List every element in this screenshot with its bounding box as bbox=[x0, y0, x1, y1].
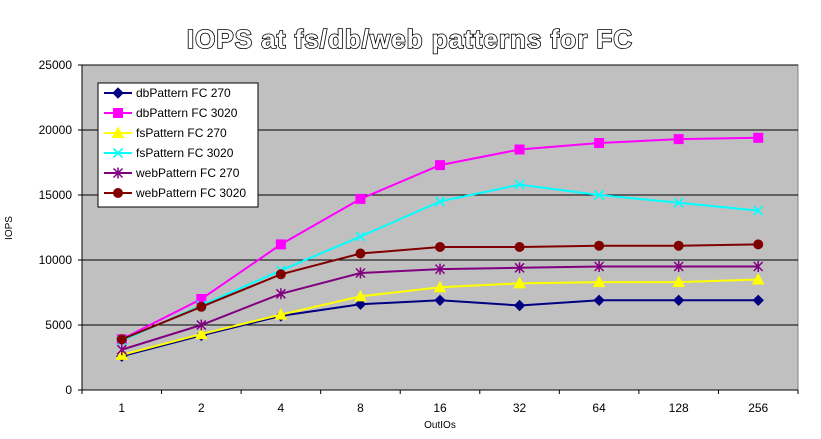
legend-marker bbox=[111, 126, 125, 138]
legend: dbPattern FC 270 dbPattern FC 3020 fsPatte… bbox=[97, 82, 259, 208]
legend-label: fsPattern FC 3020 bbox=[136, 146, 234, 160]
y-tick-label: 5000 bbox=[45, 318, 72, 332]
x-axis-label: OutIOs bbox=[424, 420, 456, 431]
x-axis-ticks: 1 2 4 8 16 32 64 128 256 bbox=[81, 65, 799, 415]
data-point bbox=[355, 231, 366, 242]
x-tick-label: 4 bbox=[278, 401, 285, 415]
y-axis-label: IOPS bbox=[4, 216, 15, 240]
x-tick-label: 2 bbox=[198, 401, 205, 415]
y-axis-ticks: 0 5000 10000 15000 20000 25000 bbox=[39, 58, 82, 397]
data-point bbox=[753, 205, 764, 216]
data-point bbox=[434, 294, 446, 307]
data-point bbox=[116, 334, 127, 345]
data-point bbox=[355, 267, 366, 279]
x-tick-label: 256 bbox=[748, 401, 768, 415]
legend-marker bbox=[112, 87, 124, 99]
data-point bbox=[194, 327, 208, 340]
data-point bbox=[116, 344, 127, 356]
legend-label: fsPattern FC 270 bbox=[136, 126, 227, 140]
legend-marker bbox=[112, 167, 124, 179]
data-point bbox=[355, 193, 366, 204]
x-tick-label: 1 bbox=[118, 401, 125, 415]
data-point bbox=[594, 189, 605, 201]
data-point bbox=[594, 240, 605, 251]
data-point bbox=[593, 294, 605, 307]
data-point bbox=[594, 138, 605, 148]
data-point bbox=[434, 263, 446, 275]
legend-label: webPattern FC 3020 bbox=[135, 186, 246, 200]
x-tick-label: 8 bbox=[357, 401, 364, 415]
data-point bbox=[354, 289, 367, 302]
data-point bbox=[196, 319, 207, 331]
legend-label: dbPattern FC 270 bbox=[136, 86, 231, 100]
legend-marker bbox=[113, 188, 123, 198]
data-point bbox=[753, 132, 764, 143]
data-point bbox=[672, 275, 686, 288]
data-point bbox=[594, 261, 605, 272]
legend-item: fsPattern FC 3020 bbox=[104, 146, 234, 160]
legend-item: webPattern FC 3020 bbox=[104, 186, 246, 200]
data-point bbox=[514, 179, 525, 190]
data-point bbox=[196, 301, 207, 312]
data-point bbox=[354, 298, 367, 310]
data-point bbox=[673, 261, 684, 272]
y-tick-label: 0 bbox=[65, 383, 72, 397]
data-point bbox=[673, 240, 684, 251]
series-2 bbox=[115, 272, 765, 360]
x-tick-label: 32 bbox=[513, 401, 527, 415]
legend-item: dbPattern FC 270 bbox=[104, 86, 231, 100]
legend-marker bbox=[113, 108, 123, 118]
data-point bbox=[433, 280, 447, 293]
data-point bbox=[275, 269, 286, 280]
legend-item: fsPattern FC 270 bbox=[104, 126, 227, 140]
data-point bbox=[513, 299, 526, 312]
chart-title: IOPS at fs/db/web patterns for FC bbox=[187, 24, 633, 54]
series-5 bbox=[116, 239, 764, 345]
data-point bbox=[592, 275, 606, 288]
x-tick-label: 128 bbox=[669, 401, 689, 415]
data-point bbox=[355, 248, 366, 259]
legend-label: dbPattern FC 3020 bbox=[136, 106, 238, 120]
data-point bbox=[275, 239, 286, 250]
y-tick-label: 10000 bbox=[39, 253, 73, 267]
x-tick-label: 64 bbox=[592, 401, 606, 415]
legend-label: webPattern FC 270 bbox=[135, 166, 240, 180]
data-point bbox=[513, 276, 526, 289]
data-point bbox=[751, 272, 765, 285]
data-point bbox=[753, 239, 764, 250]
legend-item: dbPattern FC 3020 bbox=[104, 106, 238, 120]
data-point bbox=[673, 134, 684, 145]
data-point bbox=[435, 242, 445, 252]
legend-item: webPattern FC 270 bbox=[104, 166, 240, 180]
data-point bbox=[514, 242, 525, 252]
data-point bbox=[434, 196, 446, 207]
data-point bbox=[275, 288, 286, 300]
data-point bbox=[274, 308, 288, 320]
data-point bbox=[514, 144, 525, 155]
data-point bbox=[514, 262, 525, 274]
data-point bbox=[435, 160, 445, 171]
series-group bbox=[115, 132, 765, 362]
y-tick-label: 20000 bbox=[39, 123, 73, 137]
x-tick-label: 16 bbox=[433, 401, 447, 415]
legend-marker bbox=[112, 147, 124, 159]
data-point bbox=[753, 261, 764, 272]
data-point bbox=[673, 197, 684, 208]
legend-box bbox=[97, 82, 259, 208]
y-tick-label: 25000 bbox=[39, 58, 73, 72]
series-4 bbox=[116, 261, 764, 356]
data-point bbox=[752, 294, 764, 307]
data-point bbox=[672, 294, 685, 307]
y-tick-label: 15000 bbox=[39, 188, 73, 202]
